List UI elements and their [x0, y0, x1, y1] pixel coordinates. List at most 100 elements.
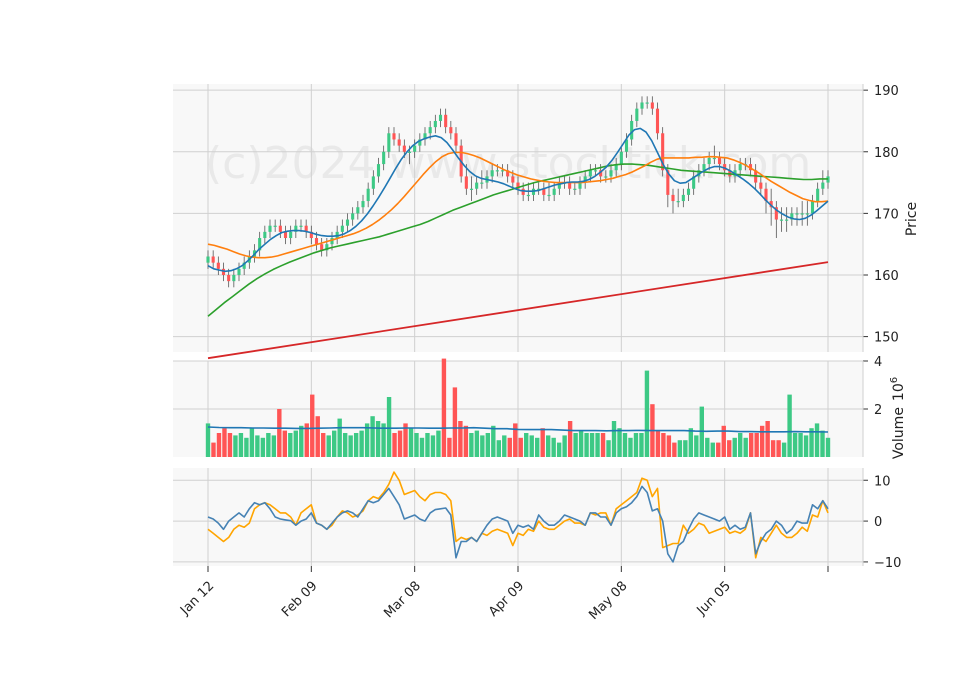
volume-bar — [803, 435, 809, 457]
volume-bar — [397, 430, 403, 457]
volume-bar — [628, 437, 633, 457]
volume-bar — [672, 442, 677, 457]
candle-body — [568, 182, 572, 189]
volume-bar — [716, 442, 721, 457]
volume-bar — [556, 442, 562, 457]
candle-body — [299, 225, 303, 227]
candle-body — [371, 176, 375, 189]
volume-bar — [535, 437, 540, 457]
volume-bar — [611, 421, 617, 457]
candle-body — [810, 201, 815, 214]
candle-body — [578, 182, 582, 189]
candle-body — [232, 274, 236, 282]
candle-body — [314, 238, 319, 245]
oscillator-series — [207, 471, 829, 563]
volume-bar — [600, 433, 606, 457]
candle-body — [614, 164, 618, 171]
volume-bar — [288, 433, 293, 457]
candle-body — [263, 231, 267, 239]
volume-bar — [705, 437, 710, 457]
candle-body — [268, 225, 272, 232]
volume-bar — [545, 435, 551, 457]
candle-body — [717, 157, 722, 165]
candle-body — [382, 151, 386, 165]
volume-bar — [321, 433, 326, 457]
volume-bar — [331, 430, 337, 457]
volume-bar — [436, 430, 441, 457]
candle-body — [645, 102, 649, 104]
candle-body — [759, 182, 763, 189]
candle-body — [428, 127, 432, 134]
candle-body — [495, 170, 499, 172]
candle-body — [340, 225, 344, 232]
volume-bar — [524, 433, 529, 457]
candle-body — [769, 201, 773, 208]
volume-bar — [589, 433, 595, 457]
candle-body — [351, 213, 355, 220]
volume-bar — [540, 428, 545, 457]
volume-bar — [480, 435, 485, 457]
candle-body — [816, 188, 820, 202]
volume-bar — [584, 433, 589, 457]
volume-bar — [496, 440, 501, 457]
ma-long-line — [207, 163, 828, 317]
volume-bar — [502, 435, 507, 457]
candle-body — [480, 182, 484, 184]
y-tick-label: −10 — [874, 556, 901, 571]
volume-bar — [282, 430, 288, 457]
candle-body — [320, 244, 324, 251]
volume-bar — [392, 433, 397, 457]
volume-bar — [271, 435, 277, 457]
volume-bar — [551, 437, 556, 457]
volume-bar — [743, 437, 748, 457]
volume-bar — [447, 437, 452, 457]
volume-bar — [293, 430, 298, 457]
candle-body — [681, 194, 685, 202]
volume-bar — [315, 416, 320, 457]
volume-bar — [622, 433, 628, 457]
ma-200-line — [207, 261, 829, 360]
candle-body — [392, 133, 396, 140]
volume-bar — [430, 435, 436, 457]
volume-bar — [578, 430, 584, 457]
candle-body — [407, 151, 412, 153]
volume-bar — [474, 430, 480, 457]
candle-body — [376, 164, 381, 177]
volume-bar — [337, 418, 342, 457]
price-axis-title: Price — [904, 202, 920, 236]
candle-body — [573, 188, 577, 190]
volume-bar — [414, 433, 419, 457]
candle-body — [423, 133, 427, 140]
volume-bar — [809, 428, 814, 457]
volume-bar — [776, 440, 781, 457]
volume-bar — [798, 433, 803, 457]
volume-bar — [277, 409, 282, 457]
y-tick-label: 4 — [874, 355, 882, 370]
volume-bar — [820, 430, 825, 457]
candle-body — [604, 176, 608, 178]
candle-body — [283, 231, 288, 239]
candle-body — [273, 225, 277, 227]
candle-body — [666, 170, 670, 195]
x-tick-label: Mar 08 — [381, 579, 424, 622]
volume-bar — [754, 433, 759, 457]
candle-body — [805, 213, 809, 215]
volume-bar — [266, 433, 271, 457]
volume-bar — [233, 435, 238, 457]
volume-axis-unit-exp: 6 — [889, 377, 900, 383]
volume-bar — [304, 423, 309, 457]
volume-bar — [244, 437, 249, 457]
candle-body — [624, 139, 629, 152]
oscillator-line-1 — [207, 485, 829, 563]
candle-body — [500, 170, 505, 172]
candle-body — [738, 164, 742, 171]
volume-bar — [825, 437, 831, 457]
candle-body — [542, 188, 546, 195]
candle-body — [516, 182, 520, 189]
volume-bar — [787, 394, 792, 457]
candle-body — [785, 219, 789, 221]
candle-body — [294, 225, 298, 232]
candle-body — [490, 170, 494, 177]
